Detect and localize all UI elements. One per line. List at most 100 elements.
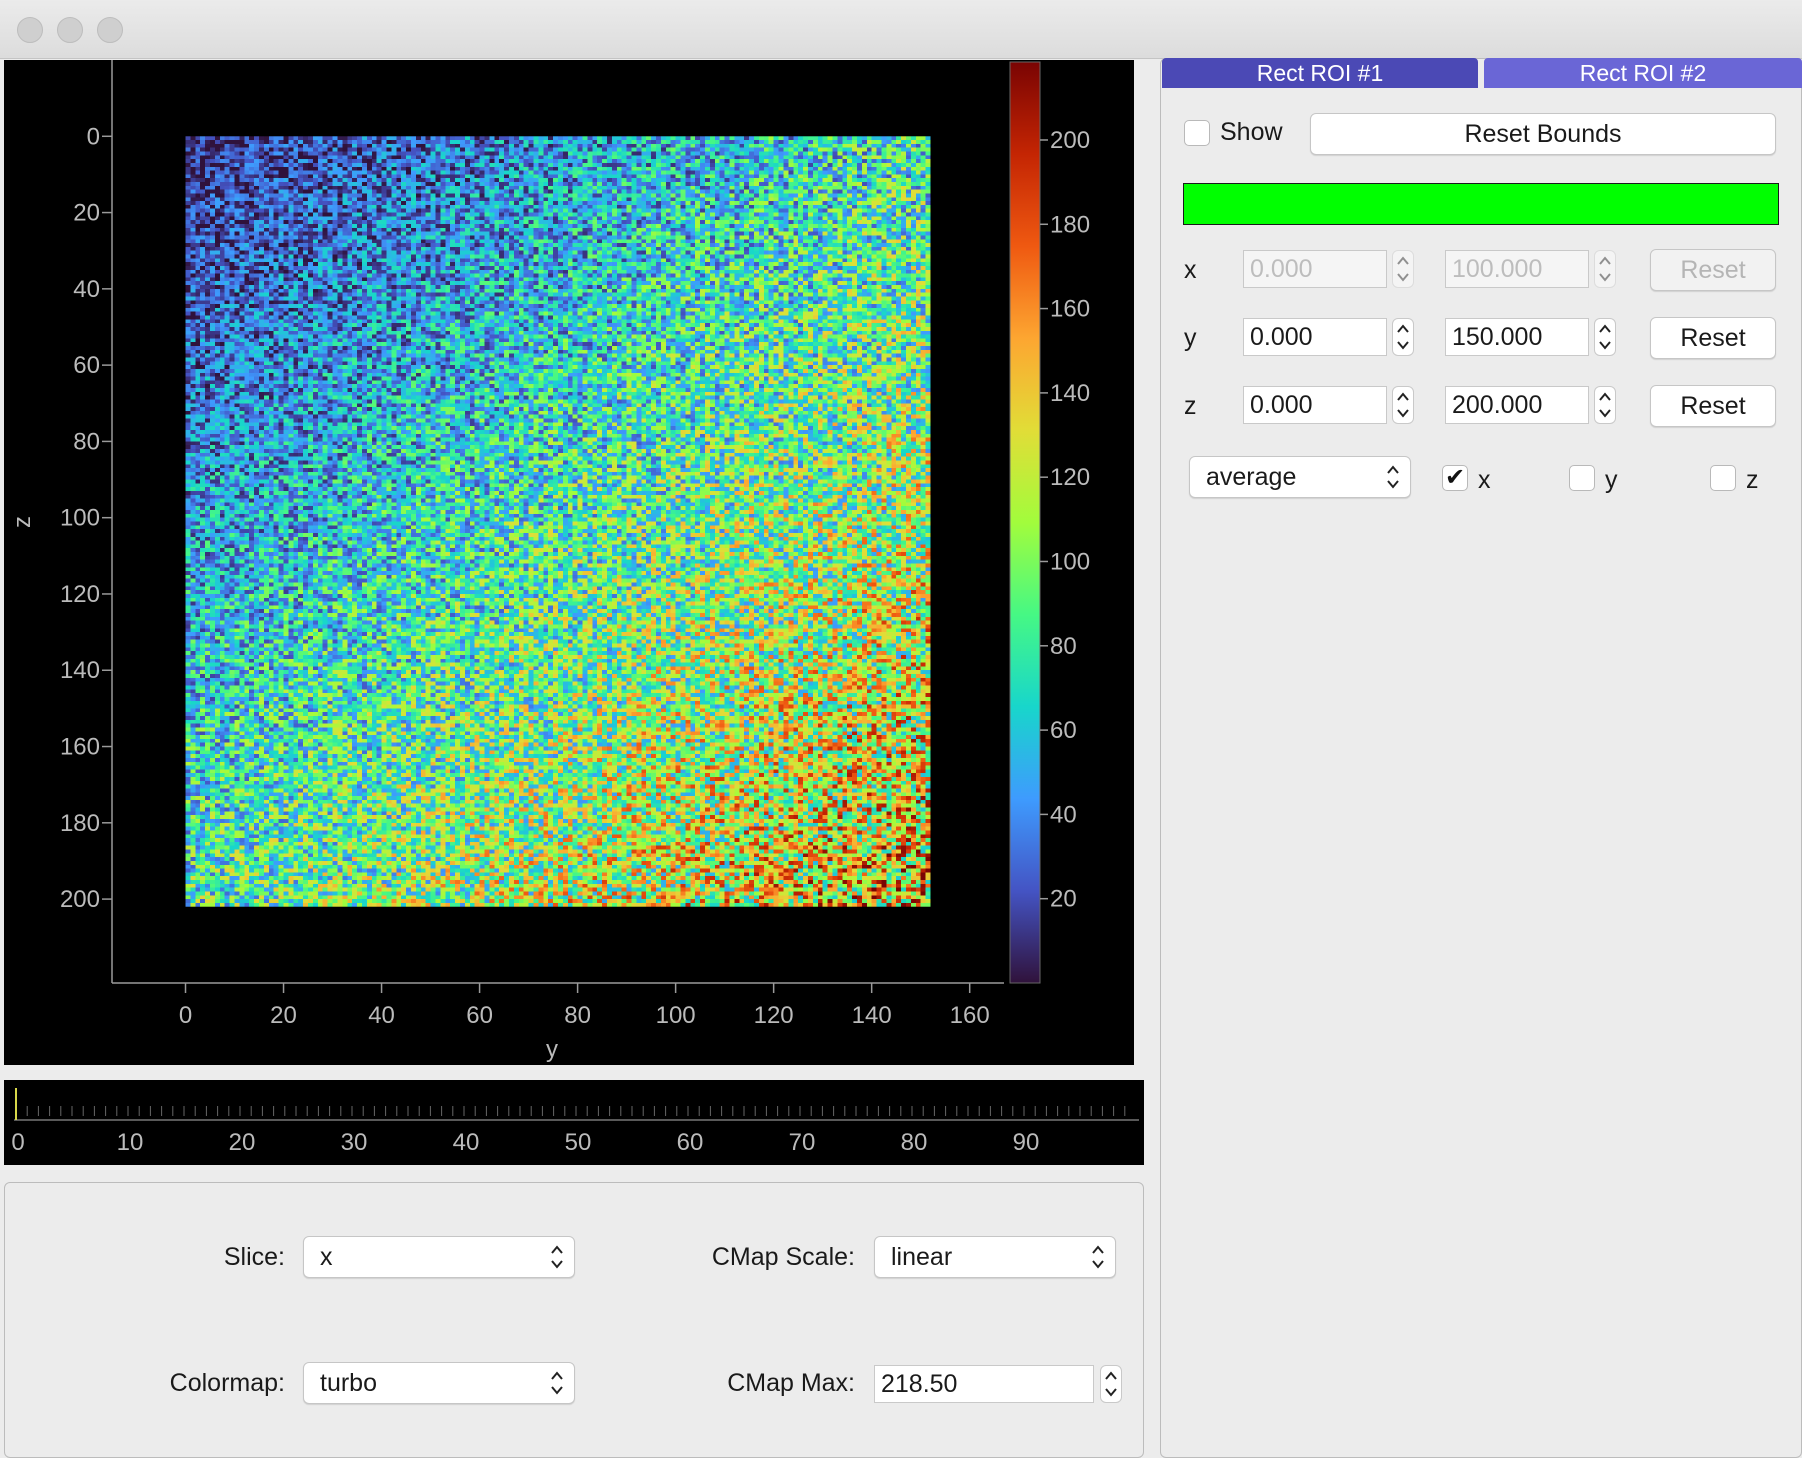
y-tick-label: 180: [60, 810, 100, 837]
stepper-arrows-icon: [1397, 256, 1409, 282]
y-tick-label: 120: [60, 581, 100, 608]
axis-y-checkbox[interactable]: [1569, 465, 1595, 491]
z-min-input[interactable]: 0.000: [1243, 386, 1387, 424]
minimize-window-button[interactable]: [57, 17, 83, 43]
chevron-updown-icon: [551, 1371, 563, 1395]
slider-tick-label: 60: [677, 1129, 704, 1156]
y-tick-label: 60: [73, 352, 100, 379]
x-min-input[interactable]: 0.000: [1243, 250, 1387, 288]
axis-z-checkbox[interactable]: [1710, 465, 1736, 491]
y-tick-label: 20: [73, 200, 100, 227]
colormap-select-value: turbo: [320, 1369, 377, 1397]
cmap-max-stepper[interactable]: [1100, 1365, 1122, 1403]
x-tick-label: 60: [466, 1002, 493, 1029]
tab-label: Rect ROI #1: [1256, 60, 1384, 86]
colormap-label: Colormap:: [169, 1369, 285, 1397]
heatmap-image: [185, 136, 931, 907]
reduction-select-value: average: [1206, 463, 1297, 491]
x-tick-label: 40: [368, 1002, 395, 1029]
z-row-label: z: [1184, 392, 1197, 420]
reduction-select[interactable]: average: [1189, 456, 1411, 498]
show-checkbox[interactable]: [1184, 120, 1210, 146]
x-tick-label: 100: [656, 1002, 696, 1029]
slice-slider[interactable]: 0 10 20 30 40 50 60 70 80 90: [4, 1080, 1144, 1165]
slider-tick-label: 40: [453, 1129, 480, 1156]
x-row-label: x: [1184, 256, 1197, 284]
stepper-arrows-icon: [1599, 256, 1611, 282]
heatmap-cells: [185, 136, 931, 907]
z-min-stepper[interactable]: [1392, 386, 1414, 424]
window-titlebar: [0, 0, 1802, 59]
close-window-button[interactable]: [17, 17, 43, 43]
colorbar: [1009, 61, 1041, 984]
cmap-max-input[interactable]: 218.50: [874, 1365, 1094, 1403]
roi-color-swatch[interactable]: [1183, 183, 1779, 225]
y-max-input[interactable]: 150.000: [1445, 318, 1589, 356]
colorbar-tick-label: 180: [1050, 211, 1090, 238]
cmap-scale-select-value: linear: [891, 1243, 953, 1271]
slice-select-value: x: [320, 1243, 333, 1271]
cmap-scale-select[interactable]: linear: [874, 1236, 1116, 1278]
x-tick-label: 20: [270, 1002, 297, 1029]
slider-tick-label: 90: [1013, 1129, 1040, 1156]
colorbar-tick-label: 20: [1050, 886, 1077, 913]
cmap-max-label: CMap Max:: [727, 1369, 855, 1397]
slice-select[interactable]: x: [303, 1236, 575, 1278]
reset-bounds-button[interactable]: Reset Bounds: [1310, 113, 1776, 155]
colorbar-tick-label: 40: [1050, 801, 1077, 828]
y-tick-label: 80: [73, 428, 100, 455]
x-tick-label: 80: [564, 1002, 591, 1029]
z-reset-button[interactable]: Reset: [1650, 385, 1776, 427]
z-max-stepper[interactable]: [1594, 386, 1616, 424]
colormap-select[interactable]: turbo: [303, 1362, 575, 1404]
colorbar-tick-label: 100: [1050, 548, 1090, 575]
slider-tick-label: 80: [901, 1129, 928, 1156]
heatmap-plot[interactable]: 0 20 40 60 80 100 120 140 160 0 20 40 60 80 100 120 140…: [4, 60, 1134, 1065]
x-tick-label: 120: [754, 1002, 794, 1029]
x-tick-label: 160: [950, 1002, 990, 1029]
tab-rect-roi-2[interactable]: Rect ROI #2: [1484, 58, 1802, 88]
chevron-updown-icon: [1387, 465, 1399, 489]
y-row-label: y: [1184, 324, 1197, 352]
chevron-updown-icon: [1092, 1245, 1104, 1269]
colorbar-tick-label: 160: [1050, 296, 1090, 323]
axis-x-label: x: [1478, 466, 1491, 494]
show-label: Show: [1220, 118, 1283, 146]
slider-tick-label: 20: [229, 1129, 256, 1156]
slider-tick-label: 70: [789, 1129, 816, 1156]
colorbar-tick-label: 140: [1050, 380, 1090, 407]
colorbar-tick-label: 60: [1050, 717, 1077, 744]
slider-track[interactable]: 0 10 20 30 40 50 60 70 80 90: [4, 1080, 1144, 1165]
x-max-input[interactable]: 100.000: [1445, 250, 1589, 288]
zoom-window-button[interactable]: [97, 17, 123, 43]
axis-z-label: z: [1746, 466, 1759, 494]
y-reset-button[interactable]: Reset: [1650, 317, 1776, 359]
y-min-input[interactable]: 0.000: [1243, 318, 1387, 356]
colorbar-tick-label: 80: [1050, 633, 1077, 660]
x-tick-label: 140: [852, 1002, 892, 1029]
x-axis-label: y: [546, 1036, 558, 1063]
y-max-stepper[interactable]: [1594, 318, 1616, 356]
slider-tick-label: 50: [565, 1129, 592, 1156]
tab-label: Rect ROI #2: [1579, 60, 1707, 86]
plot-canvas[interactable]: 0 20 40 60 80 100 120 140 160 0 20 40 60 80 100 120 140…: [4, 60, 1134, 1065]
cmap-scale-label: CMap Scale:: [711, 1243, 855, 1271]
stepper-arrows-icon: [1397, 392, 1409, 418]
axis-x-checkbox[interactable]: ✔: [1442, 465, 1468, 491]
slice-label: Slice:: [223, 1243, 285, 1271]
y-min-stepper[interactable]: [1392, 318, 1414, 356]
axis-y-label: y: [1605, 466, 1618, 494]
x-tick-label: 0: [179, 1002, 192, 1029]
colorbar-tick-label: 120: [1050, 464, 1090, 491]
y-tick-label: 0: [87, 123, 100, 150]
x-max-stepper[interactable]: [1594, 250, 1616, 288]
x-reset-button[interactable]: Reset: [1650, 249, 1776, 291]
chevron-updown-icon: [551, 1245, 563, 1269]
tab-rect-roi-1[interactable]: Rect ROI #1: [1162, 58, 1478, 88]
slider-tick-label: 30: [341, 1129, 368, 1156]
y-axis-label: z: [9, 516, 36, 528]
x-min-stepper[interactable]: [1392, 250, 1414, 288]
slider-tick-label: 0: [11, 1129, 24, 1156]
z-max-input[interactable]: 200.000: [1445, 386, 1589, 424]
y-tick-label: 40: [73, 276, 100, 303]
